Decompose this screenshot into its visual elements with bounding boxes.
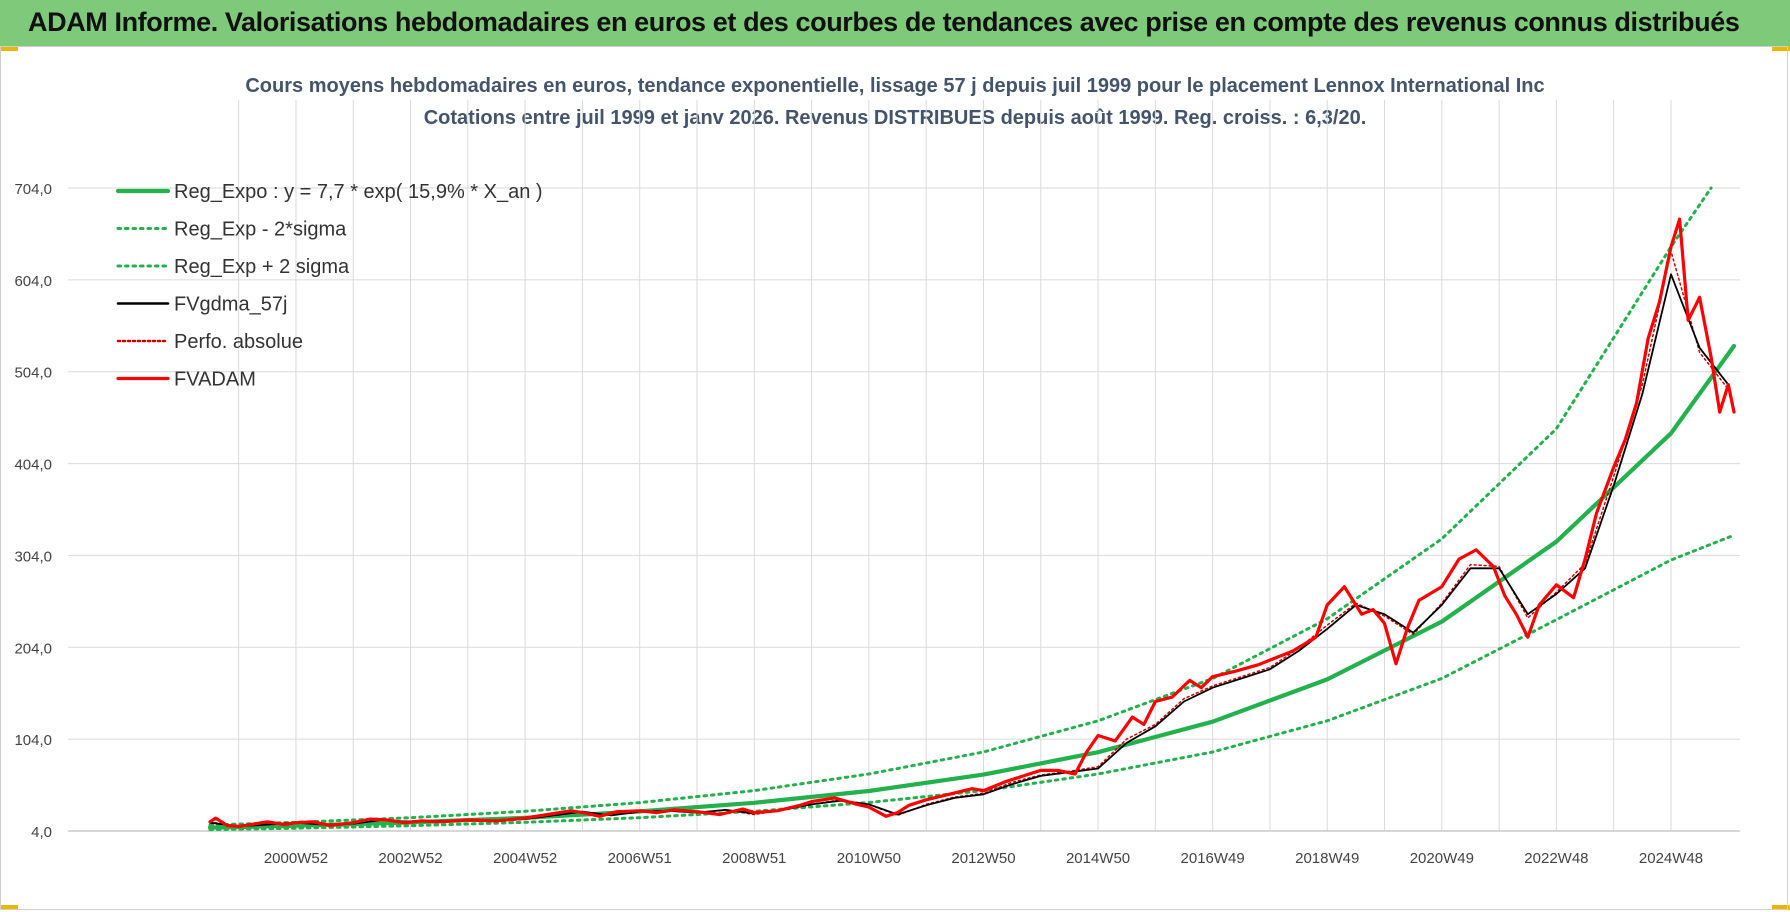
legend-label: FVgdma_57j: [174, 294, 287, 316]
x-axis: 2000W52 2002W52 2004W52 2006W51 2008W51 2010W…: [68, 830, 1740, 867]
x-tick-label: 2024W48: [1639, 850, 1703, 867]
chart-title: Cours moyens hebdomadaires en euros, ten…: [245, 75, 1544, 97]
y-axis: 4,0 104,0 204,0 304,0 404,0 504,0 604,0 704,0: [14, 181, 52, 841]
y-tick-label: 504,0: [14, 365, 52, 382]
x-tick-label: 2018W49: [1295, 850, 1359, 867]
legend-label: Reg_Expo : y = 7,7 * exp( 15,9% * X_an ): [174, 181, 543, 203]
x-tick-label: 2010W50: [837, 850, 901, 867]
y-tick-label: 704,0: [14, 181, 52, 198]
x-tick-label: 2000W52: [264, 850, 328, 867]
x-tick-label: 2022W48: [1524, 850, 1588, 867]
corner-marker: [1772, 46, 1790, 51]
x-tick-label: 2016W49: [1181, 850, 1245, 867]
x-tick-label: 2006W51: [608, 850, 672, 867]
y-tick-label: 204,0: [14, 640, 52, 657]
legend-label: Perfo. absolue: [174, 331, 303, 353]
x-tick-label: 2004W52: [493, 850, 557, 867]
corner-marker: [0, 905, 18, 910]
x-tick-label: 2002W52: [378, 850, 442, 867]
legend-label: Reg_Exp - 2*sigma: [174, 219, 347, 241]
gridlines: [68, 100, 1740, 831]
corner-marker: [1772, 905, 1790, 910]
x-tick-label: 2020W49: [1410, 850, 1474, 867]
report-title: ADAM Informe. Valorisations hebdomadaire…: [28, 7, 1740, 37]
legend: Reg_Expo : y = 7,7 * exp( 15,9% * X_an )…: [115, 181, 543, 391]
y-tick-label: 404,0: [14, 457, 52, 474]
series-line: [208, 186, 1713, 827]
series-line: [209, 250, 1730, 828]
y-tick-label: 4,0: [31, 824, 52, 841]
series-lines: [207, 186, 1737, 832]
x-tick-label: 2014W50: [1066, 850, 1130, 867]
header-bar: ADAM Informe. Valorisations hebdomadaire…: [0, 0, 1790, 46]
legend-label: FVADAM: [174, 369, 256, 391]
y-tick-label: 604,0: [14, 273, 52, 290]
legend-label: Reg_Exp + 2 sigma: [174, 256, 350, 278]
series-line: [208, 217, 1736, 829]
series-line: [209, 273, 1730, 828]
chart-frame: [0, 46, 1788, 910]
chart-subtitle: Cotations entre juil 1999 et janv 2026. …: [424, 107, 1367, 129]
y-tick-label: 104,0: [14, 732, 52, 749]
x-tick-label: 2008W51: [722, 850, 786, 867]
x-tick-label: 2012W50: [951, 850, 1015, 867]
y-tick-label: 304,0: [14, 548, 52, 565]
corner-marker: [0, 46, 18, 51]
